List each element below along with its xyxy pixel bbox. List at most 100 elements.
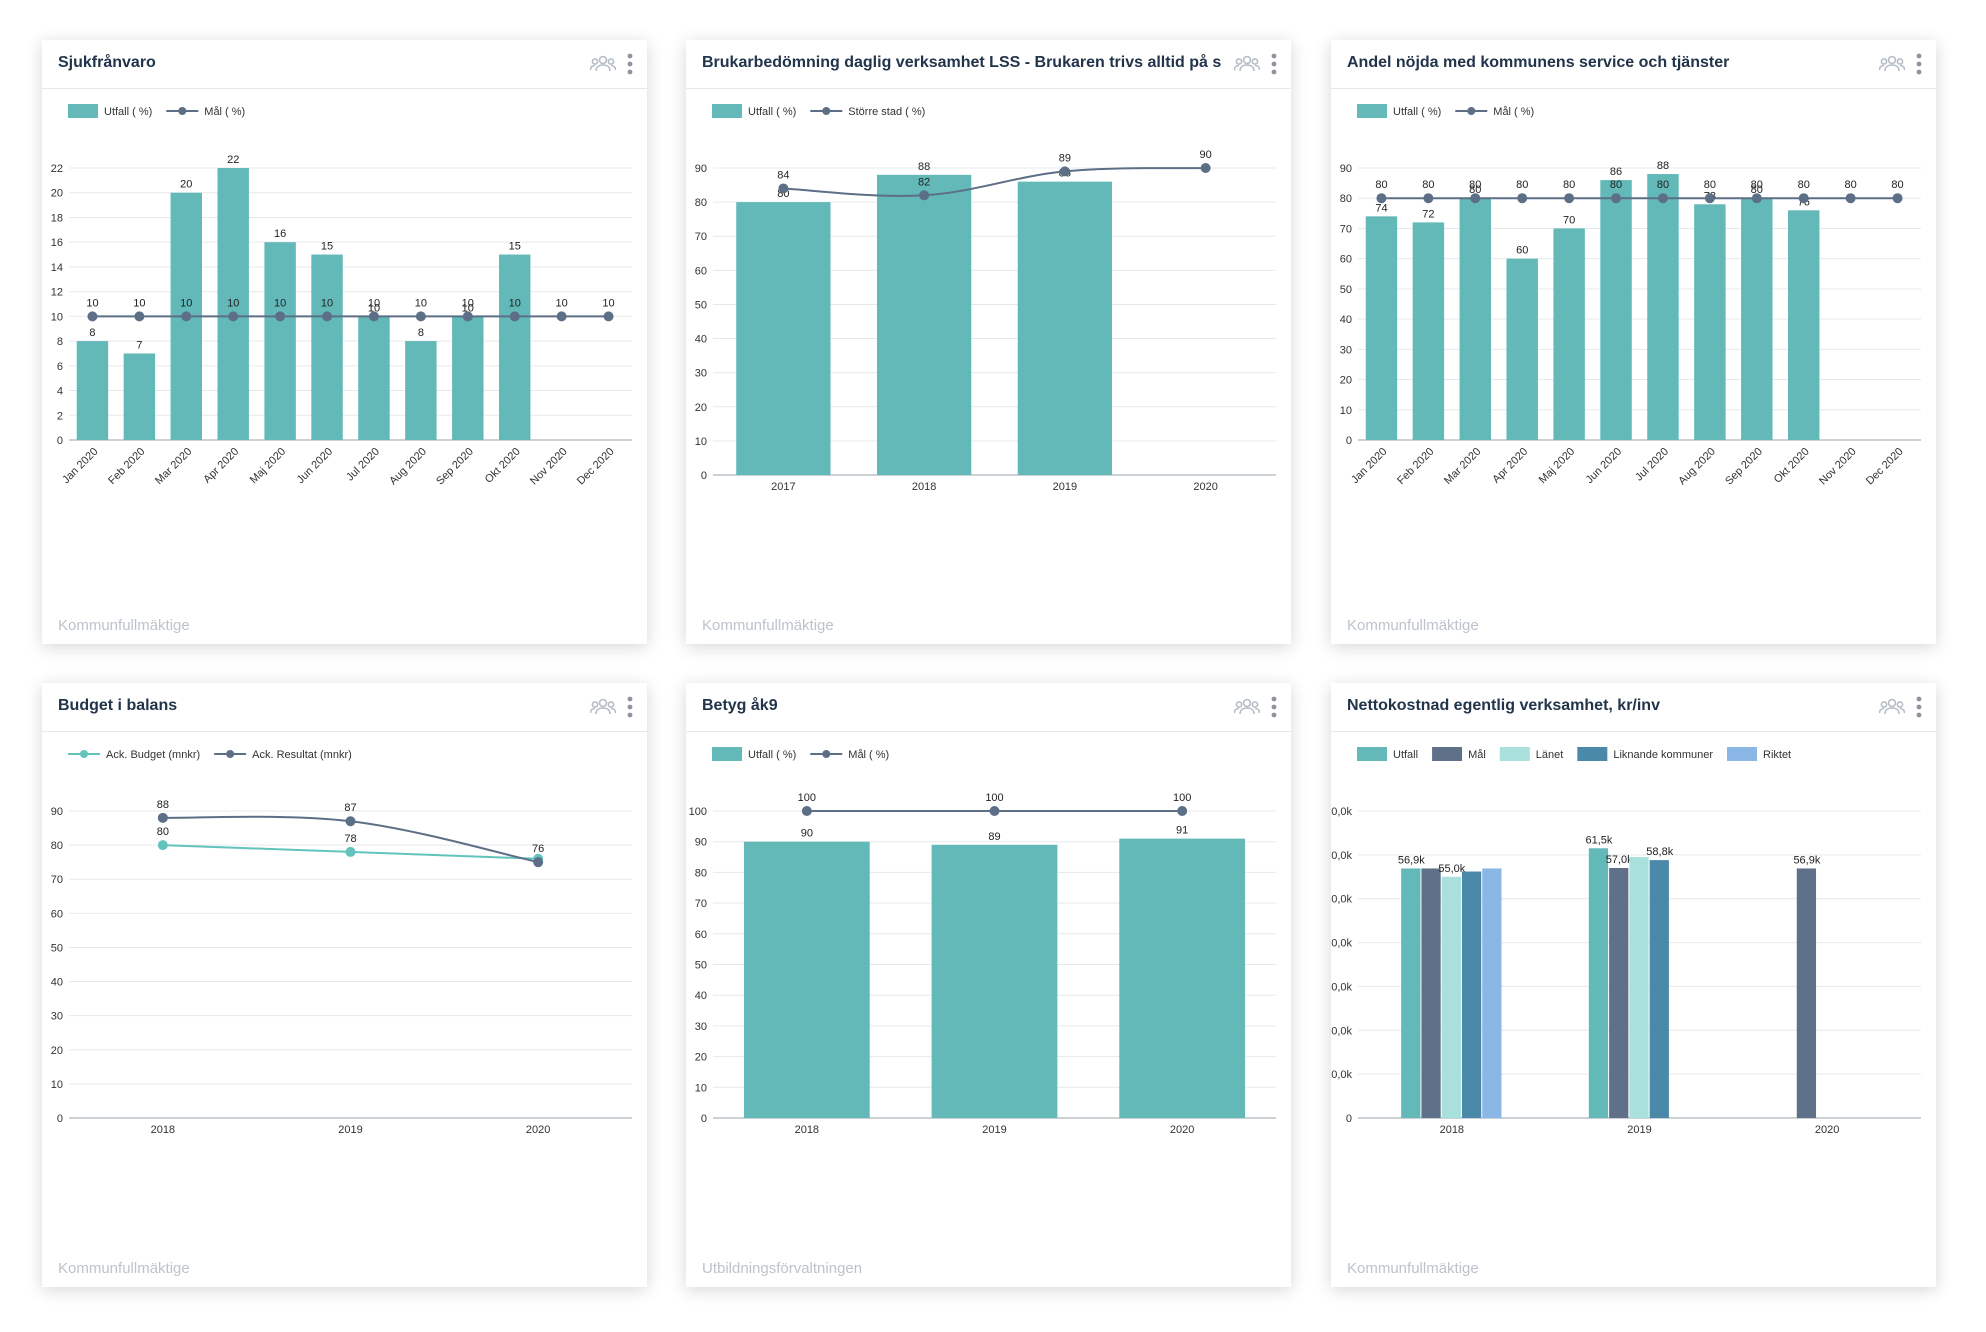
line-point — [1517, 193, 1528, 204]
x-tick-label: Maj 2020 — [1537, 446, 1577, 486]
point-value-label: 88 — [157, 799, 169, 811]
more-options-icon[interactable] — [627, 695, 633, 719]
point-value-label: 80 — [1798, 179, 1810, 191]
card-header: Andel nöjda med kommunens service och tj… — [1331, 40, 1936, 89]
bar-value-label: 56,9k — [1793, 854, 1820, 866]
bar-value-label: 22 — [227, 154, 239, 166]
legend-label: Ack. Budget (mnkr) — [106, 749, 200, 761]
x-tick-label: Jul 2020 — [344, 446, 382, 484]
chart-card-andel-nojda: Andel nöjda med kommunens service och tj… — [1331, 40, 1936, 644]
legend-swatch — [1727, 747, 1757, 761]
chart-card-nettokostnad: Nettokostnad egentlig verksamhet, kr/inv… — [1331, 683, 1936, 1287]
point-value-label: 100 — [985, 792, 1003, 804]
bar-value-label: 15 — [509, 241, 521, 253]
legend-label: Länet — [1536, 749, 1564, 761]
legend-label: Mål ( %) — [848, 749, 889, 761]
more-options-icon[interactable] — [1271, 52, 1277, 76]
bar — [1441, 876, 1461, 1118]
y-tick-label: 6 — [57, 361, 63, 373]
bar — [1365, 216, 1398, 440]
y-tick-label: 0 — [57, 1113, 63, 1125]
legend-marker — [226, 750, 235, 758]
x-tick-label: 2018 — [795, 1124, 819, 1136]
x-tick-label: 2019 — [982, 1124, 1006, 1136]
point-value-label: 80 — [1704, 179, 1716, 191]
more-options-icon[interactable] — [1271, 695, 1277, 719]
line-point — [462, 311, 473, 322]
card-title: Betyg åk9 — [702, 697, 778, 714]
legend-swatch — [1357, 747, 1387, 761]
users-icon[interactable] — [590, 697, 616, 717]
bar-value-label: 10 — [462, 302, 474, 314]
y-tick-label: 30 — [695, 1021, 707, 1033]
bar — [1421, 868, 1441, 1118]
users-icon[interactable] — [590, 54, 616, 74]
point-value-label: 80 — [157, 826, 169, 838]
y-tick-label: 18 — [51, 212, 63, 224]
y-tick-label: 50,0k — [1331, 894, 1352, 906]
more-options-icon[interactable] — [1916, 52, 1922, 76]
y-tick-label: 2 — [57, 410, 63, 422]
point-value-label: 80 — [1891, 179, 1903, 191]
x-tick-label: Jan 2020 — [1349, 446, 1389, 486]
y-tick-label: 30 — [1340, 344, 1352, 356]
bar — [1741, 198, 1773, 440]
card-footer: Kommunfullmäktige — [1347, 1260, 1479, 1277]
x-tick-label: Aug 2020 — [387, 446, 429, 488]
bar-value-label: 20 — [180, 179, 192, 191]
more-options-icon[interactable] — [1916, 695, 1922, 719]
bar-value-label: 80 — [1751, 184, 1763, 196]
bar-value-label: 56,9k — [1398, 854, 1425, 866]
users-icon[interactable] — [1879, 697, 1905, 717]
users-icon[interactable] — [1234, 54, 1260, 74]
point-value-label: 80 — [1469, 179, 1481, 191]
line-point — [345, 846, 356, 857]
line-point — [87, 311, 98, 322]
users-icon[interactable] — [1234, 697, 1260, 717]
chart-andel-nojda: Utfall ( %) Mål ( %) 0 10 20 30 40 50 60 70 80 90 Ja… — [1340, 104, 1921, 487]
line-point — [368, 311, 379, 322]
y-tick-label: 20,0k — [1331, 1025, 1352, 1037]
bar-value-label: 61,5k — [1586, 834, 1613, 846]
point-value-label: 80 — [1610, 179, 1622, 191]
legend-marker — [822, 750, 831, 758]
line-point — [1423, 193, 1434, 204]
legend-label: Utfall — [1393, 749, 1418, 761]
card-header: Budget i balans — [42, 683, 647, 732]
x-tick-label: Jan 2020 — [60, 446, 100, 486]
y-tick-label: 80 — [51, 840, 63, 852]
x-tick-label: Dec 2020 — [575, 446, 617, 488]
bar — [264, 242, 296, 440]
bar — [1412, 222, 1445, 440]
line-point — [1470, 193, 1481, 204]
line-point — [1564, 193, 1575, 204]
legend-label: Utfall ( %) — [748, 749, 796, 761]
x-tick-label: Mar 2020 — [153, 446, 194, 487]
y-tick-label: 100 — [689, 806, 707, 818]
users-icon[interactable] — [1879, 54, 1905, 74]
line-point — [556, 311, 567, 322]
bar — [1600, 180, 1632, 440]
bar — [1796, 868, 1817, 1118]
chart-nettokostnad: Utfall Mål Länet Liknande kommuner Riktet 0 10… — [1331, 747, 1921, 1136]
bar — [1694, 204, 1726, 440]
bar — [405, 341, 437, 440]
chart-betyg-ak9: Utfall ( %) Mål ( %) 0 10 20 30 40 50 60 70 80 90 10… — [689, 747, 1276, 1136]
bar-value-label: 70 — [1563, 214, 1575, 226]
bar — [1461, 871, 1482, 1118]
x-tick-label: Jun 2020 — [1584, 446, 1624, 486]
line-point — [1611, 193, 1622, 204]
bar-value-label: 8 — [89, 327, 95, 339]
point-value-label: 80 — [1563, 179, 1575, 191]
line-point — [919, 190, 930, 201]
y-tick-label: 60 — [695, 265, 707, 277]
point-value-label: 84 — [777, 169, 789, 181]
card-footer: Kommunfullmäktige — [702, 617, 834, 634]
y-tick-label: 10,0k — [1331, 1069, 1352, 1081]
legend-label: Liknande kommuner — [1613, 749, 1713, 761]
bar — [1609, 868, 1629, 1118]
bar — [76, 341, 109, 440]
more-options-icon[interactable] — [627, 52, 633, 76]
legend-marker — [1467, 107, 1476, 115]
legend-swatch — [1577, 747, 1608, 761]
